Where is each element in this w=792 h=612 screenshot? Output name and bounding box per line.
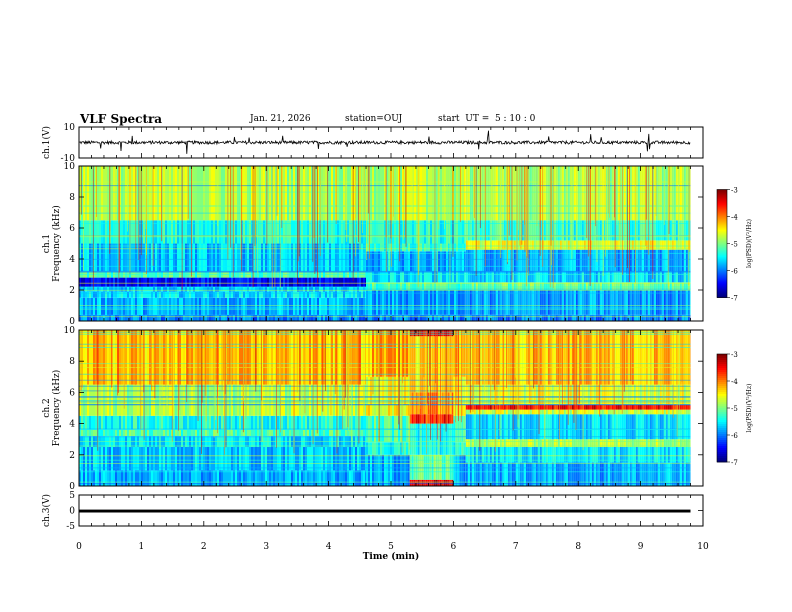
ch2-spec-ytick-label: 8 [69, 357, 75, 367]
x-tick-label: 10 [697, 542, 709, 552]
ch2-spec-colorbar [717, 354, 727, 463]
x-tick-label: 1 [139, 542, 145, 552]
ch1-spec-image [79, 166, 703, 321]
station-label: station=OUJ [345, 114, 403, 124]
ch1-spec-ytick-label: 8 [69, 193, 75, 203]
ch1-wave-ytick-label: -10 [61, 154, 76, 164]
ch1-waveform-line [78, 130, 691, 154]
ch2-spec-colorbar-tick-label: -3 [731, 351, 738, 359]
x-tick-label: 8 [575, 542, 581, 552]
ch1-spec-ytick-label: 2 [69, 286, 75, 296]
ch1-spec-colorbar-tick-label: -6 [731, 268, 738, 276]
ch2-spec-ylabel: Frequency (kHz) [51, 370, 62, 447]
ch2-spec-colorbar-label: log(PSD)(V²/Hz) [746, 384, 753, 433]
ch2-spec-ytick-label: 6 [69, 388, 75, 398]
ch1-wave-ytick-label: 10 [64, 123, 76, 133]
x-axis-label: Time (min) [363, 551, 420, 562]
ch1-spec-colorbar-tick-label: -3 [731, 187, 738, 195]
x-tick-label: 2 [201, 542, 207, 552]
start-ut-label: start UT = 5 : 10 : 0 [438, 114, 536, 124]
ch2-spec-ylabel: ch.2 [42, 398, 52, 417]
ch3-wave-ytick-label: 5 [69, 491, 75, 501]
ch2-spec-image [79, 330, 703, 486]
date-label: Jan. 21, 2026 [250, 114, 311, 124]
ch1-spec-ytick-label: 0 [69, 317, 75, 327]
ch2-spec-colorbar-tick-label: -4 [731, 378, 738, 386]
ch2-spec-colorbar-tick-label: -6 [731, 432, 738, 440]
ch2-spec-colorbar-tick-label: -5 [731, 405, 738, 413]
ch1-spec-ylabel: ch.1 [42, 234, 52, 253]
ch3-waveform-line [79, 509, 691, 513]
ch1-spec-colorbar-tick-label: -7 [731, 295, 738, 303]
ch2-spec-ytick-label: 10 [64, 326, 76, 336]
ch3-wave-ylabel: ch.3(V) [41, 494, 52, 527]
x-tick-label: 6 [451, 542, 457, 552]
chart-title: VLF Spectra [80, 112, 163, 126]
ch1-wave-ylabel: ch.1(V) [41, 126, 52, 159]
x-tick-label: 9 [638, 542, 644, 552]
ch2-spec-ytick-label: 2 [69, 451, 75, 461]
x-tick-label: 0 [76, 542, 82, 552]
ch1-spec-ylabel: Frequency (kHz) [51, 205, 62, 282]
x-tick-label: 4 [326, 542, 332, 552]
ch1-spec-ytick-label: 10 [64, 162, 76, 172]
ch2-spec-ytick-label: 0 [69, 482, 75, 492]
ch1-spec-ytick-label: 4 [69, 255, 75, 265]
ch1-spec-colorbar [717, 189, 727, 298]
ch2-spec-colorbar-tick-label: -7 [731, 459, 738, 467]
ch1-spec-colorbar-tick-label: -5 [731, 241, 738, 249]
ch1-spec-ytick-label: 6 [69, 224, 75, 234]
ch3-wave-ytick-label: -5 [66, 522, 75, 532]
ch2-spec-ytick-label: 4 [69, 420, 75, 430]
x-tick-label: 7 [513, 542, 519, 552]
x-tick-label: 3 [263, 542, 269, 552]
ch3-wave-ytick-label: 0 [69, 507, 75, 517]
ch1-spec-colorbar-label: log(PSD)(V²/Hz) [746, 219, 753, 268]
ch1-spec-colorbar-tick-label: -4 [731, 214, 738, 222]
x-tick-label: 5 [388, 542, 394, 552]
